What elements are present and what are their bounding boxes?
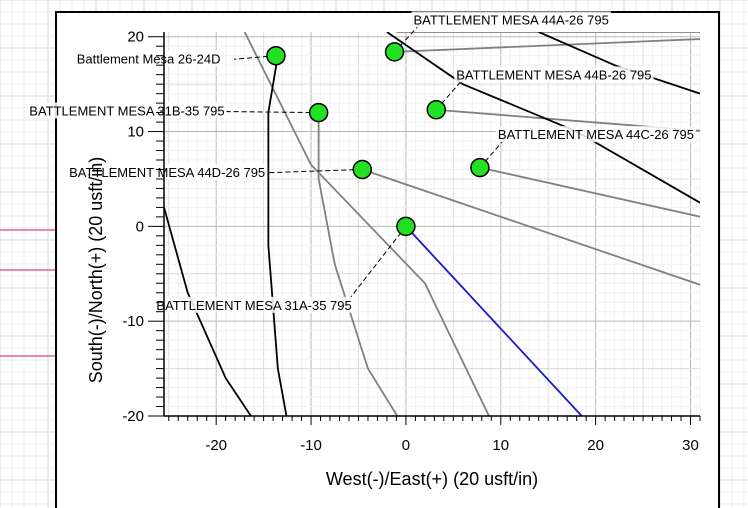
well-markers	[266, 42, 490, 237]
well-label-bg	[27, 102, 227, 119]
offset-well-path	[361, 168, 700, 286]
y-tick-label: -10	[122, 313, 144, 330]
plot-area	[164, 32, 700, 416]
well-label: BATTLEMENT MESA 44D-26 795	[69, 165, 265, 180]
well-label: BATTLEMENT MESA 44B-26 795	[456, 67, 651, 82]
well-marker[interactable]	[352, 159, 373, 180]
boundary-line	[538, 32, 700, 95]
x-tick-label: 20	[587, 437, 604, 454]
well-marker[interactable]	[308, 102, 329, 123]
x-tick-label: 10	[492, 437, 509, 454]
x-tick-label: -20	[205, 437, 227, 454]
x-tick-label: 30	[682, 437, 699, 454]
boundary-line	[267, 55, 288, 416]
well-label: Battlement Mesa 26-24D	[77, 51, 221, 66]
boundary-line	[164, 207, 253, 416]
y-tick-label: 20	[127, 29, 144, 46]
label-leader-line	[216, 110, 319, 114]
well-label-bg	[411, 11, 611, 28]
label-leader-line	[343, 226, 407, 307]
x-tick-label: 0	[402, 437, 410, 454]
well-marker[interactable]	[470, 157, 490, 178]
selected-well-path	[405, 225, 583, 416]
well-label: BATTLEMENT MESA 44A-26 795	[414, 12, 609, 27]
y-tick-label: 0	[136, 218, 144, 235]
well-marker[interactable]	[266, 45, 286, 66]
well-label-bg	[154, 296, 354, 313]
well-label: BATTLEMENT MESA 31A-35 795	[156, 298, 351, 313]
boundary-line	[386, 32, 700, 204]
offset-well-path	[394, 38, 700, 53]
plot-grid	[164, 32, 701, 417]
well-label-bg	[74, 50, 223, 67]
x-axis-label: West(-)/East(+) (20 usft/in)	[326, 469, 538, 489]
x-tick-label: -10	[300, 437, 322, 454]
well-labels: BATTLEMENT MESA 44A-26 795 Battlement Mes…	[27, 11, 696, 313]
y-tick-label: -20	[122, 408, 144, 425]
axes: -20 -10 0 10 20 30 -20 -10 0 10 20	[122, 29, 701, 454]
offset-well-path	[479, 166, 700, 218]
well-marker[interactable]	[396, 216, 416, 237]
offset-well-path	[317, 112, 399, 416]
y-tick-label: 10	[127, 124, 144, 141]
offset-well-path	[243, 32, 491, 416]
well-label-bg	[495, 126, 696, 143]
well-marker[interactable]	[384, 42, 405, 62]
well-label-bg	[67, 164, 268, 181]
well-label: BATTLEMENT MESA 44C-26 795	[498, 127, 694, 142]
well-label-bg	[454, 66, 654, 83]
well-marker[interactable]	[426, 99, 447, 120]
label-leader-line	[256, 168, 363, 174]
well-paths	[164, 32, 700, 416]
label-leader-line	[233, 55, 276, 60]
well-label: BATTLEMENT MESA 31B-35 795	[29, 103, 224, 118]
y-axis-label: South(-)/North(+) (20 usft/in)	[86, 157, 106, 384]
